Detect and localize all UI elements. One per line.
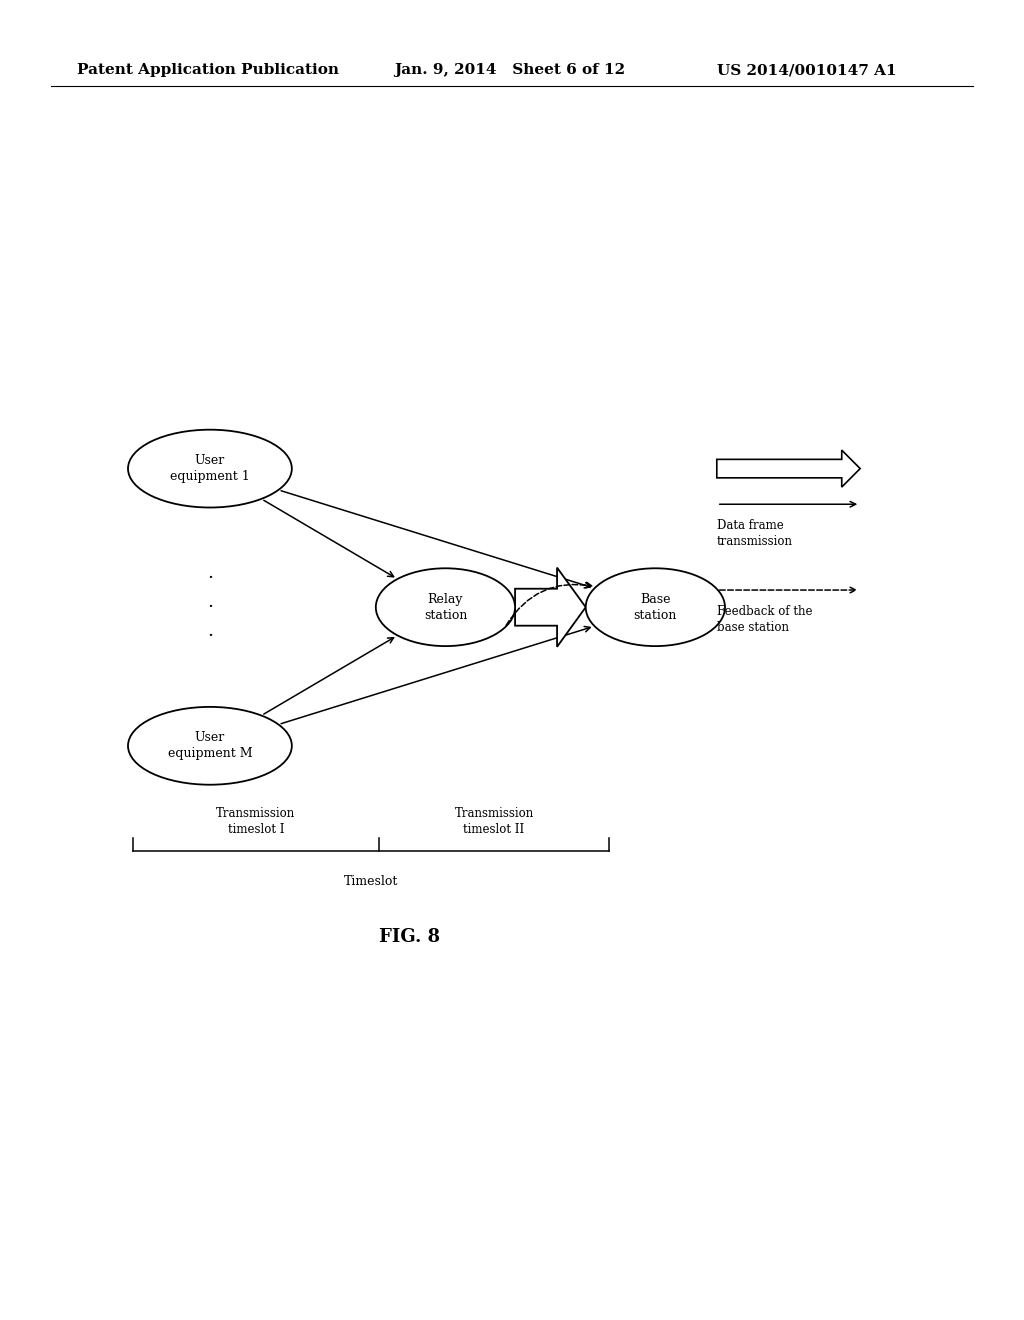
Text: FIG. 8: FIG. 8 [379, 928, 440, 946]
Text: Patent Application Publication: Patent Application Publication [77, 63, 339, 78]
Ellipse shape [376, 569, 515, 645]
Text: Relay
station: Relay station [424, 593, 467, 622]
Ellipse shape [586, 569, 725, 645]
Text: Base
station: Base station [634, 593, 677, 622]
Polygon shape [717, 450, 860, 487]
Text: User
equipment M: User equipment M [168, 731, 252, 760]
Polygon shape [515, 568, 586, 647]
Text: Feedback of the
base station: Feedback of the base station [717, 605, 812, 634]
Text: Timeslot: Timeslot [344, 875, 398, 888]
Text: ·
·
·: · · · [207, 569, 213, 645]
Ellipse shape [128, 430, 292, 507]
Text: Jan. 9, 2014   Sheet 6 of 12: Jan. 9, 2014 Sheet 6 of 12 [394, 63, 626, 78]
Text: Transmission
timeslot I: Transmission timeslot I [216, 807, 296, 836]
Text: User
equipment 1: User equipment 1 [170, 454, 250, 483]
Ellipse shape [128, 708, 292, 784]
Text: Data frame
transmission: Data frame transmission [717, 519, 793, 548]
Text: US 2014/0010147 A1: US 2014/0010147 A1 [717, 63, 896, 78]
Text: Transmission
timeslot II: Transmission timeslot II [455, 807, 534, 836]
